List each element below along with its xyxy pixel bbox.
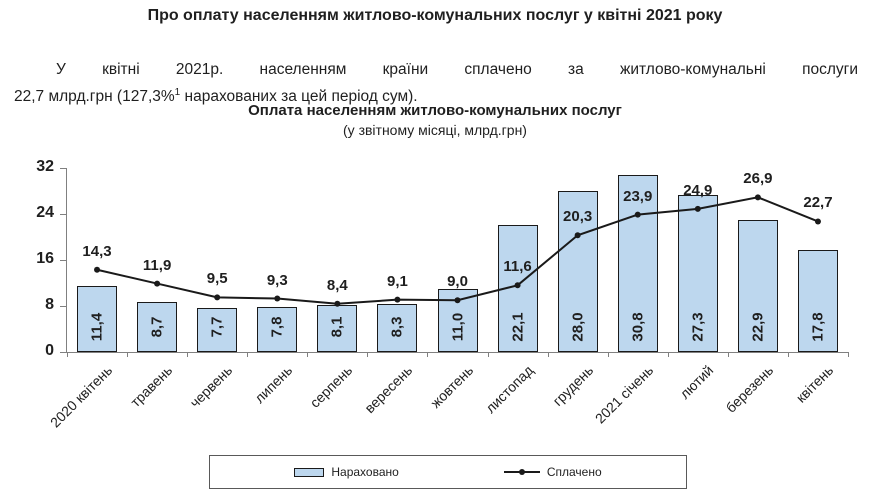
y-axis-tick	[60, 214, 67, 215]
line-point	[634, 211, 641, 218]
bar: 7,8	[257, 307, 298, 352]
y-axis-tick	[60, 168, 67, 169]
line-point	[394, 296, 401, 303]
line-point	[334, 300, 341, 307]
line-value-label: 24,9	[683, 181, 713, 199]
line-point	[694, 205, 701, 212]
line-point	[94, 266, 101, 273]
line-point	[454, 297, 461, 304]
x-axis-tick	[667, 352, 669, 357]
legend-label-paid: Сплачено	[546, 465, 602, 479]
bar: 22,9	[737, 220, 778, 352]
line-point	[574, 232, 581, 239]
legend-item-paid: Сплачено	[503, 465, 602, 479]
line-value-label: 11,9	[142, 256, 172, 274]
x-axis-category-label: 2021 січень	[591, 362, 657, 427]
y-axis-tick	[60, 260, 67, 261]
line-value-label: 9,3	[266, 271, 288, 289]
line-point	[514, 282, 521, 289]
bar: 27,3	[677, 195, 718, 352]
x-axis-category-label: грудень	[549, 362, 596, 409]
x-axis-tick	[487, 352, 489, 357]
x-axis-tick	[607, 352, 609, 357]
x-axis-tick	[67, 352, 68, 357]
line-swatch-icon	[503, 469, 540, 475]
x-axis-tick	[727, 352, 729, 357]
x-axis-labels: 2020 квітень травень червень липень серпень в…	[47, 354, 847, 450]
x-axis-category-label: 2020 квітень	[46, 362, 116, 431]
chart-subtitle: (у звітному місяці, млрд.грн)	[343, 122, 527, 138]
bar-swatch-icon	[294, 467, 325, 477]
line-value-label: 22,7	[803, 194, 833, 212]
x-axis-category-label: серпень	[306, 362, 356, 411]
bar: 8,3	[377, 304, 418, 352]
line-value-label: 8,4	[326, 276, 348, 294]
plot-area: 11,4 8,7 7,7 7,8 8,1 8,3 11,0 22,1 28,0 30,8 27,3 2…	[60, 168, 849, 357]
x-axis-tick	[367, 352, 369, 357]
chart-title: Оплата населенням житлово-комунальних по…	[248, 102, 622, 119]
x-axis-category-label: травень	[127, 362, 176, 411]
x-axis-category-label: березень	[722, 362, 777, 416]
x-axis-category-label: липень	[251, 362, 296, 407]
x-axis-tick	[307, 352, 309, 357]
x-axis-category-label: вересень	[361, 362, 416, 417]
legend-item-accrued: Нараховано	[294, 465, 399, 479]
line-point	[754, 194, 761, 201]
line-point	[814, 218, 821, 225]
footnote-marker: 1	[174, 86, 181, 98]
paragraph-line-2-text: 22,7 млрд.грн (127,3%	[14, 87, 175, 105]
x-axis-tick	[547, 352, 549, 357]
line-value-label: 9,0	[447, 273, 468, 291]
y-axis: 0 8 16 24 32	[16, 158, 54, 359]
line-value-label: 9,5	[206, 270, 228, 288]
x-axis-category-label: жовтень	[426, 362, 476, 412]
x-axis-tick	[848, 352, 849, 357]
page-title: Про оплату населенням житлово-комунальни…	[147, 7, 723, 24]
x-axis-category-label: червень	[186, 362, 236, 411]
bar: 28,0	[557, 191, 598, 352]
x-axis-tick	[247, 352, 249, 357]
line-value-label: 23,9	[623, 187, 653, 205]
bar: 11,4	[77, 286, 118, 352]
intro-paragraph: У квітні 2021р. населенням країни сплаче…	[14, 56, 858, 110]
paragraph-line-1: У квітні 2021р. населенням країни сплаче…	[56, 60, 858, 78]
x-axis-category-label: листопад	[481, 362, 536, 417]
paid-line-series	[94, 194, 821, 307]
line-point	[274, 295, 281, 302]
line-marker-icon	[518, 469, 525, 475]
bar: 30,8	[617, 174, 658, 352]
paragraph-line-2: 22,7 млрд.грн (127,3%1 нарахованих за це…	[14, 83, 858, 110]
line-value-label: 26,9	[743, 170, 773, 188]
y-axis-tick-label: 8	[45, 296, 54, 313]
paragraph-line-2-tail: нарахованих за цей період сум).	[184, 87, 418, 105]
y-axis-tick-label: 32	[36, 158, 54, 175]
line-point	[214, 294, 221, 301]
legend-label-accrued: Нараховано	[331, 465, 399, 479]
y-axis-tick-label: 24	[36, 204, 54, 221]
y-axis-tick-label: 0	[45, 342, 54, 359]
bar: 8,7	[137, 301, 178, 352]
line-value-label: 14,3	[82, 242, 112, 260]
line-value-label: 20,3	[563, 208, 593, 226]
x-axis-category-label: лютий	[676, 362, 717, 402]
x-axis-category-label: квітень	[792, 362, 837, 406]
x-axis-tick	[787, 352, 789, 357]
line-value-label: 11,6	[503, 258, 532, 276]
y-axis-tick-label: 16	[36, 250, 54, 267]
y-axis-tick	[60, 306, 67, 307]
y-axis-tick	[60, 352, 67, 353]
x-axis-tick	[127, 352, 129, 357]
bar: 17,8	[797, 249, 838, 352]
chart-legend: Нараховано Сплачено	[209, 455, 687, 489]
x-axis-tick	[427, 352, 429, 357]
line-value-label: 9,1	[386, 272, 408, 290]
line-point	[154, 280, 161, 287]
x-axis-tick	[187, 352, 189, 357]
bar: 7,7	[197, 307, 238, 352]
